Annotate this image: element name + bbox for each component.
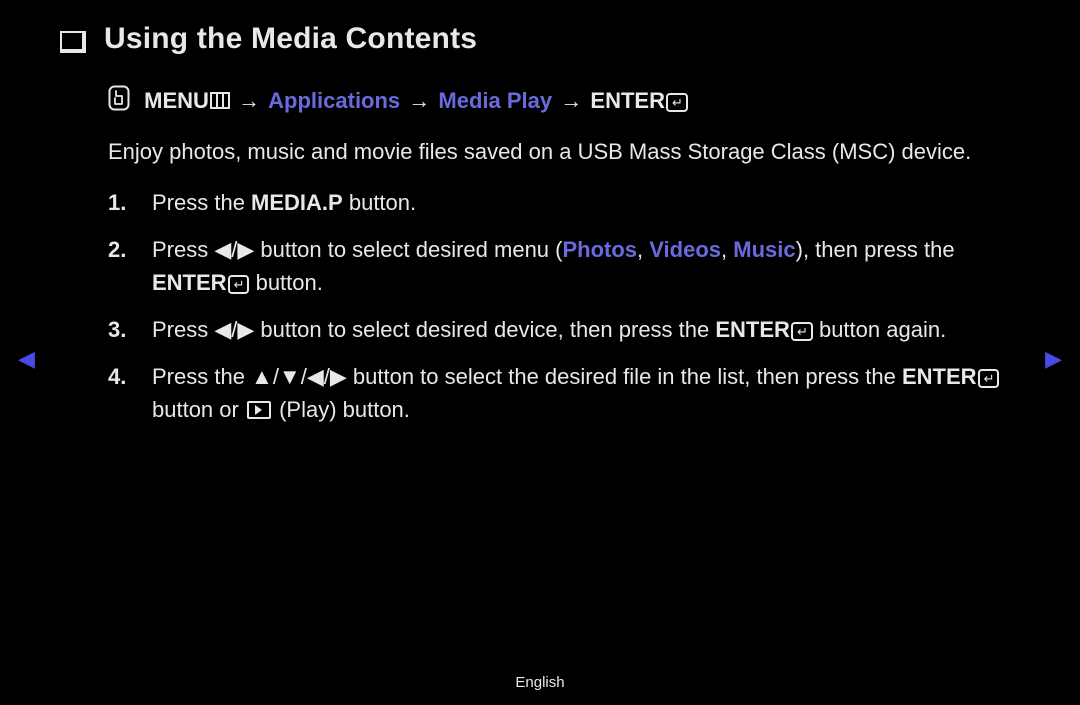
enter-icon (791, 322, 813, 341)
step-text: Press (152, 317, 214, 342)
intro-text: Enjoy photos, music and movie files save… (108, 135, 1020, 168)
arrow-separator: → (236, 88, 268, 113)
left-right-icon: ◀/▶ (214, 317, 254, 342)
enter-label: ENTER (152, 270, 227, 295)
content-body: MENU → Applications → Media Play → ENTER… (108, 84, 1020, 426)
step-text: button to select desired menu ( (254, 237, 562, 262)
step-text: button to select desired device, then pr… (254, 317, 715, 342)
footer-language: English (0, 674, 1080, 691)
enter-label: ENTER (902, 364, 977, 389)
left-right-icon: ◀/▶ (214, 237, 254, 262)
photos-link: Photos (562, 237, 637, 262)
step-text: , (721, 237, 733, 262)
updownleftright-icon: ▲/▼/◀/▶ (251, 364, 347, 389)
menu-path: MENU → Applications → Media Play → ENTER (108, 84, 1020, 117)
enter-icon (228, 275, 250, 294)
title-row: Using the Media Contents (60, 22, 1020, 56)
step-text: button. (249, 270, 322, 295)
step-text: Press (152, 237, 214, 262)
play-icon (247, 401, 271, 419)
step-text: , (637, 237, 649, 262)
step-text: button to select the desired file in the… (347, 364, 902, 389)
arrow-separator: → (406, 88, 438, 113)
path-applications: Applications (268, 88, 400, 113)
menu-grid-icon (210, 92, 230, 109)
step-text: (Play) button. (273, 397, 410, 422)
page-title: Using the Media Contents (104, 22, 477, 56)
enter-label: ENTER (590, 88, 665, 113)
step-text: button or (152, 397, 245, 422)
step-text: ), then press the (796, 237, 955, 262)
nav-prev-arrow[interactable]: ◀ (18, 346, 35, 372)
step-text: Press the (152, 364, 251, 389)
step-2: Press ◀/▶ button to select desired menu … (108, 233, 1020, 299)
step-3: Press ◀/▶ button to select desired devic… (108, 313, 1020, 346)
hand-icon (108, 85, 130, 111)
arrow-separator: → (558, 88, 590, 113)
mediap-label: MEDIA.P (251, 190, 343, 215)
steps-list: Press the MEDIA.P button. Press ◀/▶ butt… (108, 186, 1020, 426)
enter-icon (978, 369, 1000, 388)
step-text: Press the (152, 190, 251, 215)
step-text: button. (343, 190, 416, 215)
manual-page: Using the Media Contents MENU → Applicat… (0, 0, 1080, 705)
book-icon (60, 31, 86, 53)
menu-label: MENU (144, 88, 209, 113)
path-media-play: Media Play (438, 88, 552, 113)
enter-label: ENTER (715, 317, 790, 342)
nav-next-arrow[interactable]: ▶ (1045, 346, 1062, 372)
videos-link: Videos (649, 237, 721, 262)
music-link: Music (733, 237, 795, 262)
step-text: button again. (813, 317, 946, 342)
step-4: Press the ▲/▼/◀/▶ button to select the d… (108, 360, 1020, 426)
step-1: Press the MEDIA.P button. (108, 186, 1020, 219)
enter-icon (666, 93, 688, 112)
